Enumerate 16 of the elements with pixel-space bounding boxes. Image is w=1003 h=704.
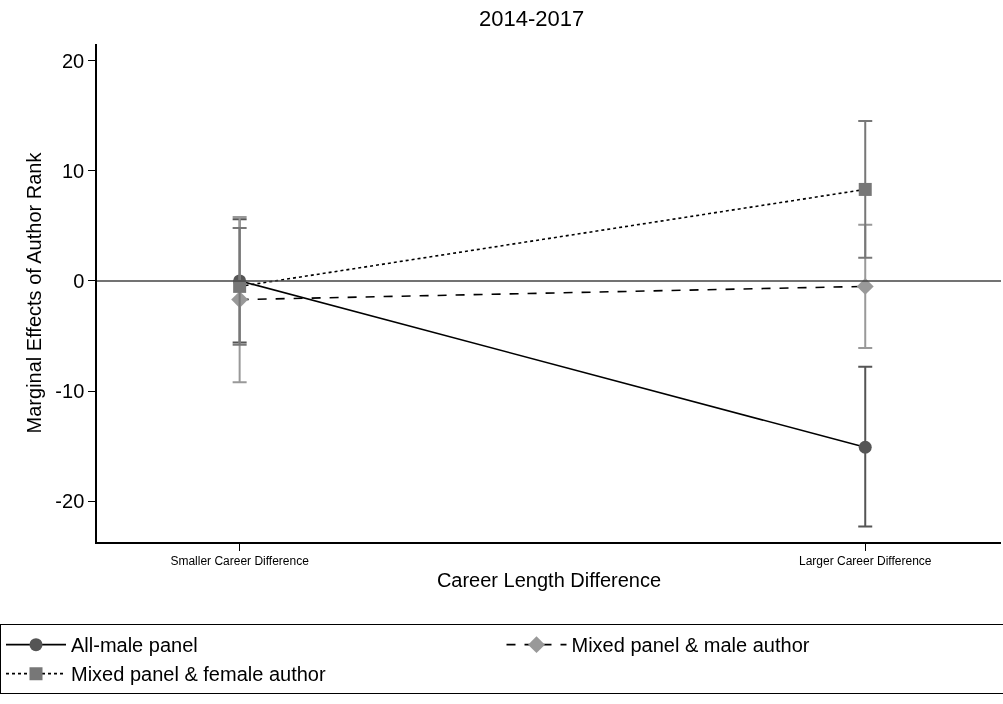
y-tick-label: 20 bbox=[62, 49, 85, 72]
point bbox=[858, 182, 872, 196]
chart-title: 2014-2017 bbox=[478, 5, 585, 31]
y-tick-label: -10 bbox=[55, 380, 85, 403]
x-axis-title: Career Length Difference bbox=[436, 569, 662, 592]
point bbox=[858, 440, 872, 454]
x-tick-label: Smaller Career Difference bbox=[170, 554, 310, 569]
y-tick-label: 10 bbox=[62, 159, 85, 182]
legend-label: Mixed panel & female author bbox=[71, 663, 326, 686]
y-axis-title: Marginal Effects of Author Rank bbox=[23, 151, 46, 434]
y-tick-label: 0 bbox=[73, 269, 85, 292]
legend-label: Mixed panel & male author bbox=[571, 634, 810, 657]
y-tick-label: -20 bbox=[55, 490, 85, 513]
x-tick-label: Larger Career Difference bbox=[798, 554, 932, 569]
legend-label: All-male panel bbox=[71, 634, 198, 657]
point bbox=[856, 277, 874, 295]
